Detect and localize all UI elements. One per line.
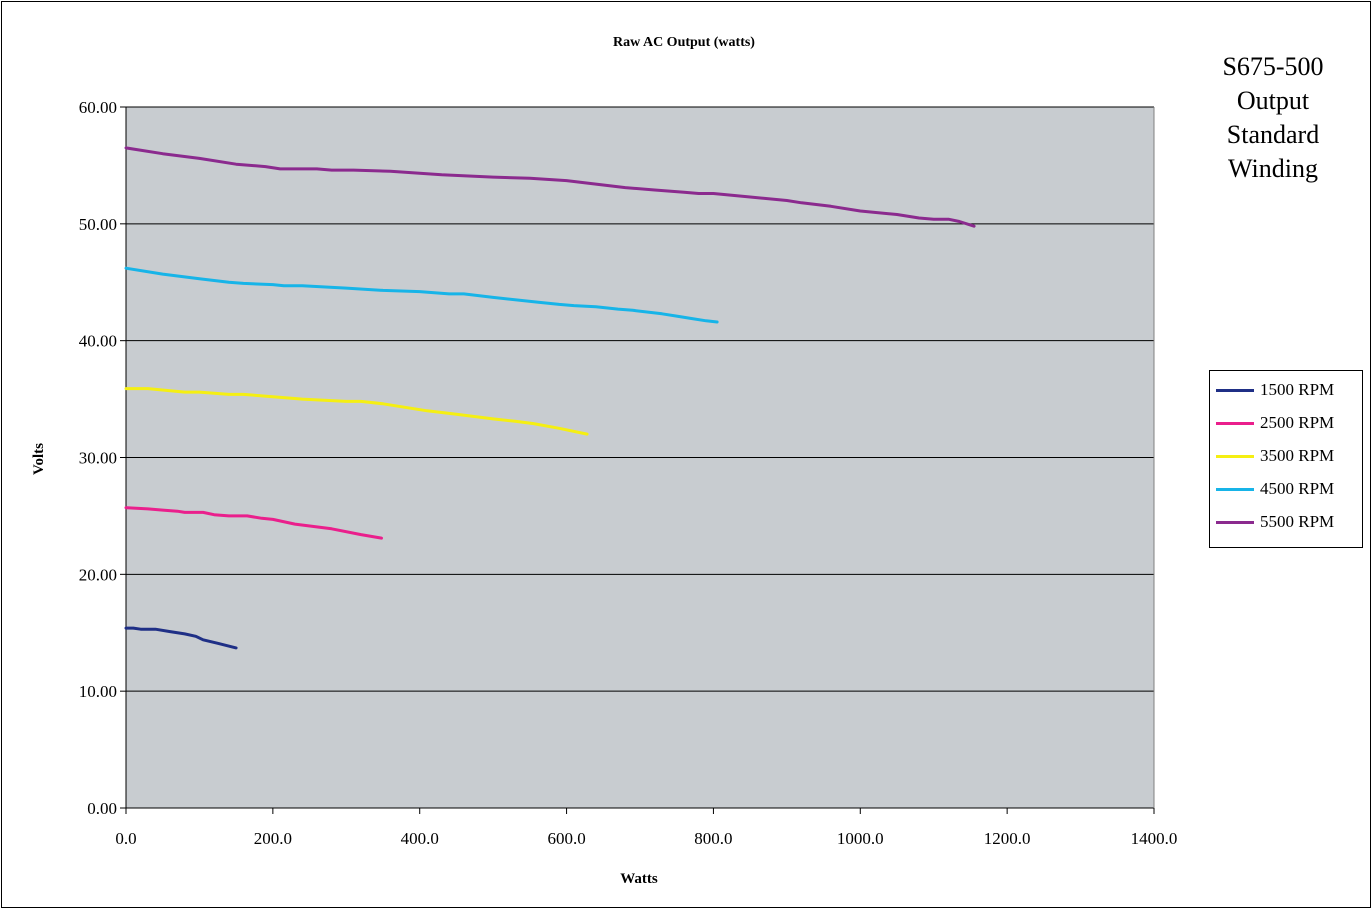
legend-swatch xyxy=(1216,388,1254,392)
legend-item: 4500 RPM xyxy=(1216,476,1334,502)
series-line-3500-rpm xyxy=(124,387,589,436)
legend-item: 2500 RPM xyxy=(1216,410,1334,436)
side-note-line: S675-500 xyxy=(1222,52,1324,81)
side-note-line: Output xyxy=(1236,86,1310,115)
y-tick-label: 10.00 xyxy=(79,682,117,701)
side-note-line: Winding xyxy=(1228,154,1318,183)
y-tick-label: 50.00 xyxy=(79,215,117,234)
x-tick-label: 200.0 xyxy=(254,829,292,848)
series-lines xyxy=(124,146,976,650)
series-line-2500-rpm xyxy=(124,506,383,540)
x-tick-label: 400.0 xyxy=(401,829,439,848)
tick-labels: 0.00 10.00 20.00 30.00 40.00 50.00 60.00 0.0 200… xyxy=(79,98,1178,848)
legend-swatch xyxy=(1216,421,1254,425)
axes xyxy=(120,106,1155,814)
legend-swatch xyxy=(1216,454,1254,458)
y-tick-label: 40.00 xyxy=(79,332,117,351)
series-line-1500-rpm xyxy=(124,626,238,650)
x-tick-label: 0.0 xyxy=(115,829,136,848)
chart-legend: 1500 RPM 2500 RPM 3500 RPM 4500 RPM 5500… xyxy=(1209,370,1363,548)
series-line-4500-rpm xyxy=(124,266,719,324)
legend-item: 5500 RPM xyxy=(1216,509,1334,535)
legend-label: 2500 RPM xyxy=(1260,413,1335,432)
y-axis-label: Volts xyxy=(31,443,47,475)
x-axis-label: Watts xyxy=(620,871,658,887)
x-tick-label: 1400.0 xyxy=(1131,829,1178,848)
legend-label: 5500 RPM xyxy=(1260,512,1335,531)
x-tick-label: 800.0 xyxy=(694,829,732,848)
legend-label: 3500 RPM xyxy=(1260,446,1335,465)
legend-label: 4500 RPM xyxy=(1260,479,1335,498)
legend-item: 1500 RPM xyxy=(1216,377,1334,403)
x-tick-label: 600.0 xyxy=(547,829,585,848)
side-note-line: Standard xyxy=(1226,120,1320,149)
legend-swatch xyxy=(1216,487,1254,491)
legend-swatch xyxy=(1216,520,1254,524)
series-line-5500-rpm xyxy=(124,146,976,228)
legend-item: 3500 RPM xyxy=(1216,443,1334,469)
x-tick-label: 1000.0 xyxy=(837,829,884,848)
chart-title: Raw AC Output (watts) xyxy=(613,35,755,50)
chart-side-note: S675-500 Output Standard Winding xyxy=(1198,50,1348,186)
x-tick-label: 1200.0 xyxy=(984,829,1031,848)
y-tick-label: 20.00 xyxy=(79,565,117,584)
y-tick-label: 60.00 xyxy=(79,98,117,117)
legend-label: 1500 RPM xyxy=(1260,380,1335,399)
y-tick-label: 30.00 xyxy=(79,449,117,468)
y-tick-label: 0.00 xyxy=(87,799,117,818)
